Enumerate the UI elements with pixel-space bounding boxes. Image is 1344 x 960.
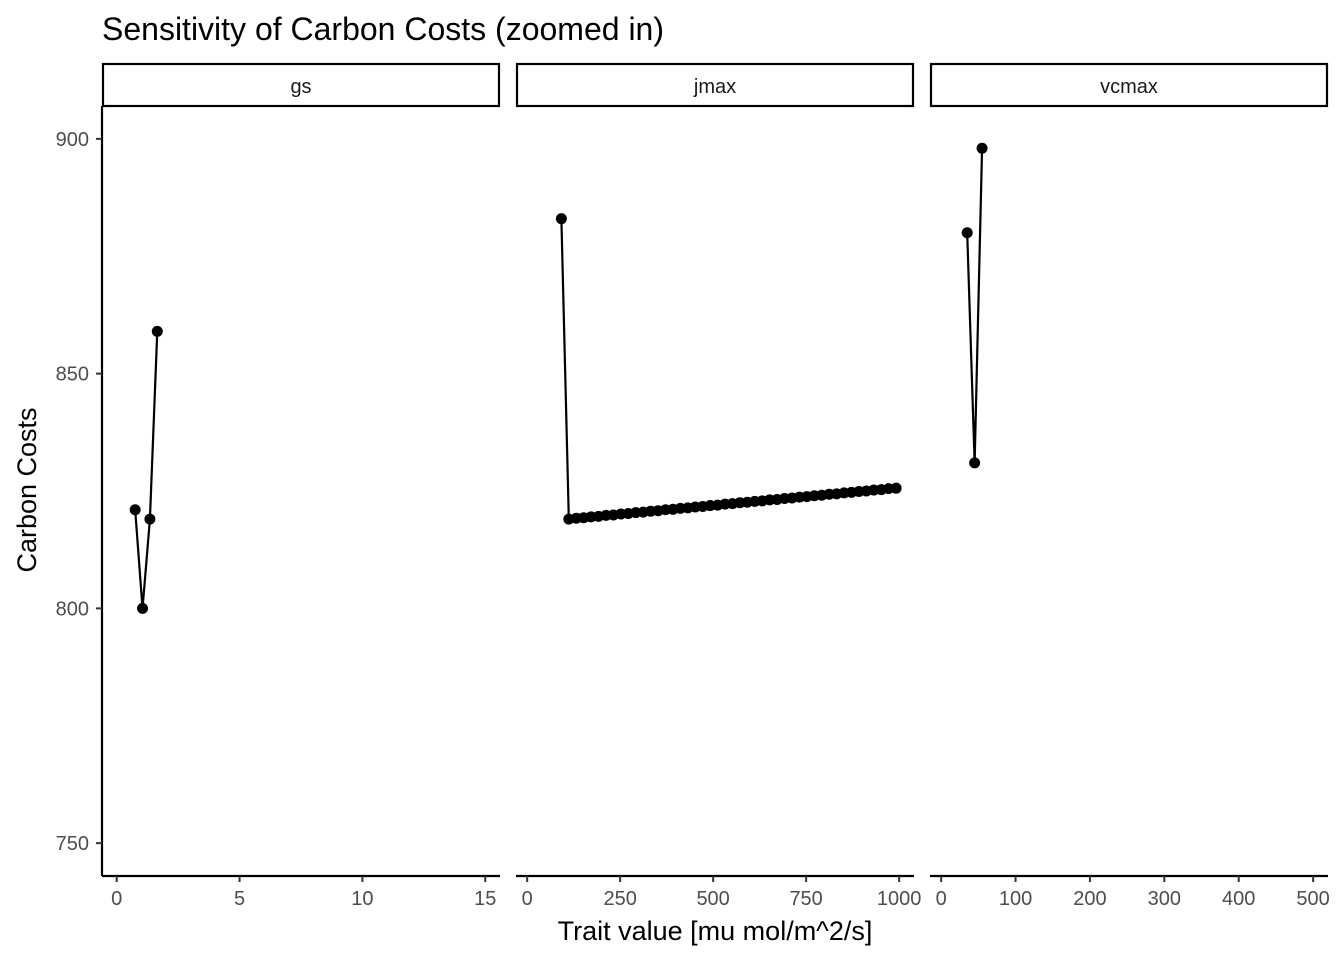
facet-strip (101, 62, 501, 108)
facet-strip (929, 62, 1329, 108)
y-axis-title: Carbon Costs (12, 407, 42, 572)
data-point (976, 142, 988, 154)
facet-gs: gs 0 5 10 15 (101, 62, 501, 910)
facet-vcmax: vcmax 0 100 200 300 400 500 (929, 62, 1330, 910)
facet-strip-label: jmax (693, 76, 736, 98)
x-axis-title: Trait value [mu mol/m^2/s] (558, 916, 873, 946)
series-line-gs (134, 331, 159, 609)
data-point (137, 602, 149, 614)
series-line-vcmax (966, 148, 984, 463)
data-point (144, 513, 156, 525)
y-tick-label: 900 (56, 129, 89, 151)
facet-strip-label: vcmax (1100, 76, 1158, 98)
data-point (555, 213, 567, 225)
x-tick-label: 15 (474, 888, 496, 910)
x-tick-label: 500 (1296, 888, 1329, 910)
series-line-jmax (560, 218, 897, 521)
x-tick-label: 400 (1222, 888, 1255, 910)
x-tick-label: 300 (1148, 888, 1181, 910)
facet-strip (515, 62, 915, 108)
y-tick-label: 800 (56, 598, 89, 620)
data-point (151, 325, 163, 337)
x-tick-label: 0 (936, 888, 947, 910)
x-tick-label: 10 (351, 888, 373, 910)
x-tick-label: 200 (1073, 888, 1106, 910)
data-point (961, 227, 973, 239)
x-tick-label: 0 (111, 888, 122, 910)
data-point (129, 504, 141, 516)
facet-strip-label: gs (290, 76, 311, 98)
x-tick-label: 500 (696, 888, 729, 910)
x-tick-label: 5 (234, 888, 245, 910)
x-tick-label: 0 (522, 888, 533, 910)
y-tick-label: 750 (56, 833, 89, 855)
facet-jmax: jmax 0 250 500 750 1000 (515, 62, 922, 910)
x-tick-label: 1000 (877, 888, 922, 910)
x-tick-label: 100 (999, 888, 1032, 910)
chart-title: Sensitivity of Carbon Costs (zoomed in) (102, 11, 664, 47)
y-tick-label: 850 (56, 364, 89, 386)
x-tick-label: 250 (603, 888, 636, 910)
x-tick-label: 750 (789, 888, 822, 910)
data-point (969, 457, 981, 469)
data-point (890, 482, 902, 494)
